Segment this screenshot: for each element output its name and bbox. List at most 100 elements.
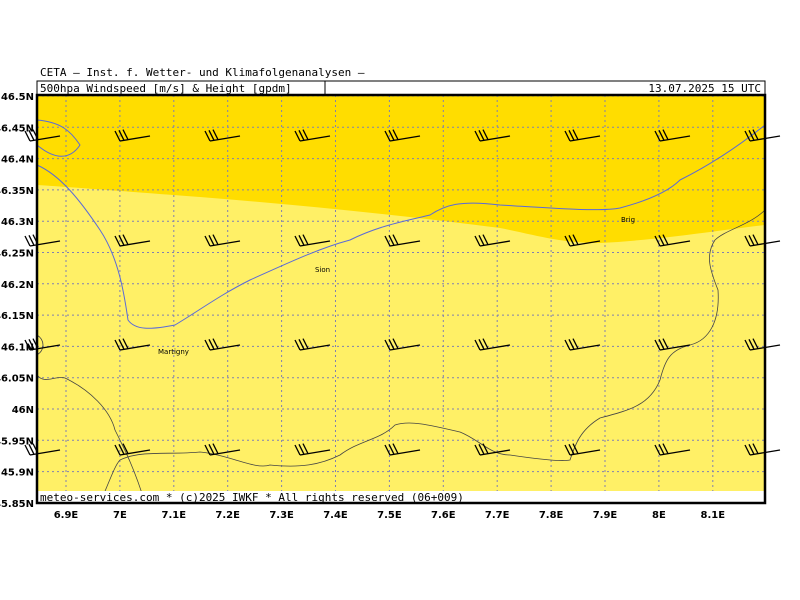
river bbox=[36, 119, 766, 329]
barb-shaft bbox=[209, 344, 241, 351]
barb-flag bbox=[294, 339, 301, 351]
barb-shaft bbox=[389, 135, 421, 142]
barb-shaft bbox=[299, 344, 331, 351]
lon-tick-label: 7.1E bbox=[162, 510, 187, 521]
wind-barb bbox=[294, 129, 331, 142]
barb-flag bbox=[568, 444, 575, 455]
wind-barb bbox=[474, 234, 511, 247]
barb-shaft bbox=[659, 449, 691, 456]
barb-flag bbox=[208, 339, 215, 350]
barb-flag bbox=[212, 443, 219, 454]
wind-barb bbox=[294, 443, 331, 456]
barb-shaft bbox=[119, 135, 151, 142]
wind-barb bbox=[384, 338, 421, 351]
wind-barb bbox=[204, 443, 241, 456]
barb-flag bbox=[384, 339, 391, 351]
barb-flag bbox=[24, 444, 31, 456]
wind-barb bbox=[204, 338, 241, 351]
barb-flag bbox=[752, 129, 759, 140]
barb-flag bbox=[122, 234, 129, 245]
lat-tick-label: 46.35N bbox=[0, 186, 34, 197]
lon-tick-label: 7.8E bbox=[539, 510, 564, 521]
barb-shaft bbox=[29, 449, 61, 456]
barb-flag bbox=[388, 444, 395, 455]
barb-shaft bbox=[29, 240, 61, 247]
wind-barb bbox=[384, 443, 421, 456]
barb-shaft bbox=[29, 135, 61, 142]
barb-flag bbox=[212, 338, 219, 349]
valid-time: 13.07.2025 15 UTC bbox=[648, 82, 761, 95]
barb-flag bbox=[658, 444, 665, 455]
barb-flag bbox=[294, 444, 301, 456]
barb-shaft bbox=[209, 240, 241, 247]
plot-frame bbox=[35, 93, 767, 505]
barb-shaft bbox=[299, 135, 331, 142]
barb-flag bbox=[658, 235, 665, 246]
barb-flag bbox=[572, 338, 579, 349]
barb-flag bbox=[118, 130, 125, 141]
lat-tick-label: 46.15N bbox=[0, 311, 34, 322]
barb-flag bbox=[114, 444, 121, 456]
barb-flag bbox=[118, 235, 125, 246]
barb-flag bbox=[392, 129, 399, 140]
barb-flag bbox=[204, 339, 211, 351]
lon-tick-label: 7.9E bbox=[593, 510, 618, 521]
barb-shaft bbox=[119, 344, 151, 351]
barb-flag bbox=[298, 235, 305, 246]
wind-barb bbox=[294, 234, 331, 247]
wind-barb bbox=[564, 443, 601, 456]
barb-flag bbox=[662, 234, 669, 245]
barb-flag bbox=[392, 338, 399, 349]
wind-barb bbox=[384, 234, 421, 247]
barb-flag bbox=[752, 338, 759, 349]
wind-barb bbox=[564, 129, 601, 142]
barb-flag bbox=[564, 444, 571, 456]
barb-flag bbox=[114, 235, 121, 247]
barb-flag bbox=[208, 235, 215, 246]
lat-tick-label: 46.05N bbox=[0, 374, 34, 385]
barb-flag bbox=[474, 130, 481, 142]
barb-flag bbox=[482, 338, 489, 349]
barb-flag bbox=[302, 234, 309, 245]
barb-flag bbox=[568, 235, 575, 246]
wind-barb bbox=[474, 338, 511, 351]
barb-flag bbox=[572, 443, 579, 454]
barb-shaft bbox=[119, 240, 151, 247]
barb-flag bbox=[114, 339, 121, 351]
barb-flag bbox=[744, 130, 751, 142]
barb-flag bbox=[212, 129, 219, 140]
barb-flag bbox=[568, 339, 575, 350]
wind-barb bbox=[294, 338, 331, 351]
city-label: Brig bbox=[621, 216, 635, 224]
city-label: Sion bbox=[315, 266, 330, 274]
barb-flag bbox=[298, 339, 305, 350]
lat-tick-label: 45.85N bbox=[0, 499, 34, 510]
lat-tick-label: 46.1N bbox=[1, 342, 34, 353]
barb-flag bbox=[204, 444, 211, 456]
barb-shaft bbox=[569, 240, 601, 247]
barb-flag bbox=[482, 443, 489, 454]
barb-flag bbox=[384, 235, 391, 247]
barb-shaft bbox=[659, 135, 691, 142]
barb-shaft bbox=[389, 449, 421, 456]
barb-flag bbox=[752, 443, 759, 454]
lon-tick-label: 7.2E bbox=[215, 510, 240, 521]
barb-flag bbox=[212, 234, 219, 245]
wind-barb bbox=[114, 129, 151, 142]
barb-shaft bbox=[659, 344, 691, 351]
barb-flag bbox=[654, 235, 661, 247]
lat-tick-label: 46.25N bbox=[0, 249, 34, 260]
barb-shaft bbox=[29, 344, 61, 351]
lon-tick-label: 7.6E bbox=[431, 510, 456, 521]
wind-barb bbox=[114, 338, 151, 351]
barb-flag bbox=[564, 235, 571, 247]
wind-barb bbox=[654, 129, 691, 142]
barb-flag bbox=[24, 130, 31, 142]
barb-flag bbox=[122, 443, 129, 454]
barb-flag bbox=[118, 339, 125, 350]
barb-shaft bbox=[479, 240, 511, 247]
barb-flag bbox=[658, 339, 665, 350]
barb-flag bbox=[392, 234, 399, 245]
